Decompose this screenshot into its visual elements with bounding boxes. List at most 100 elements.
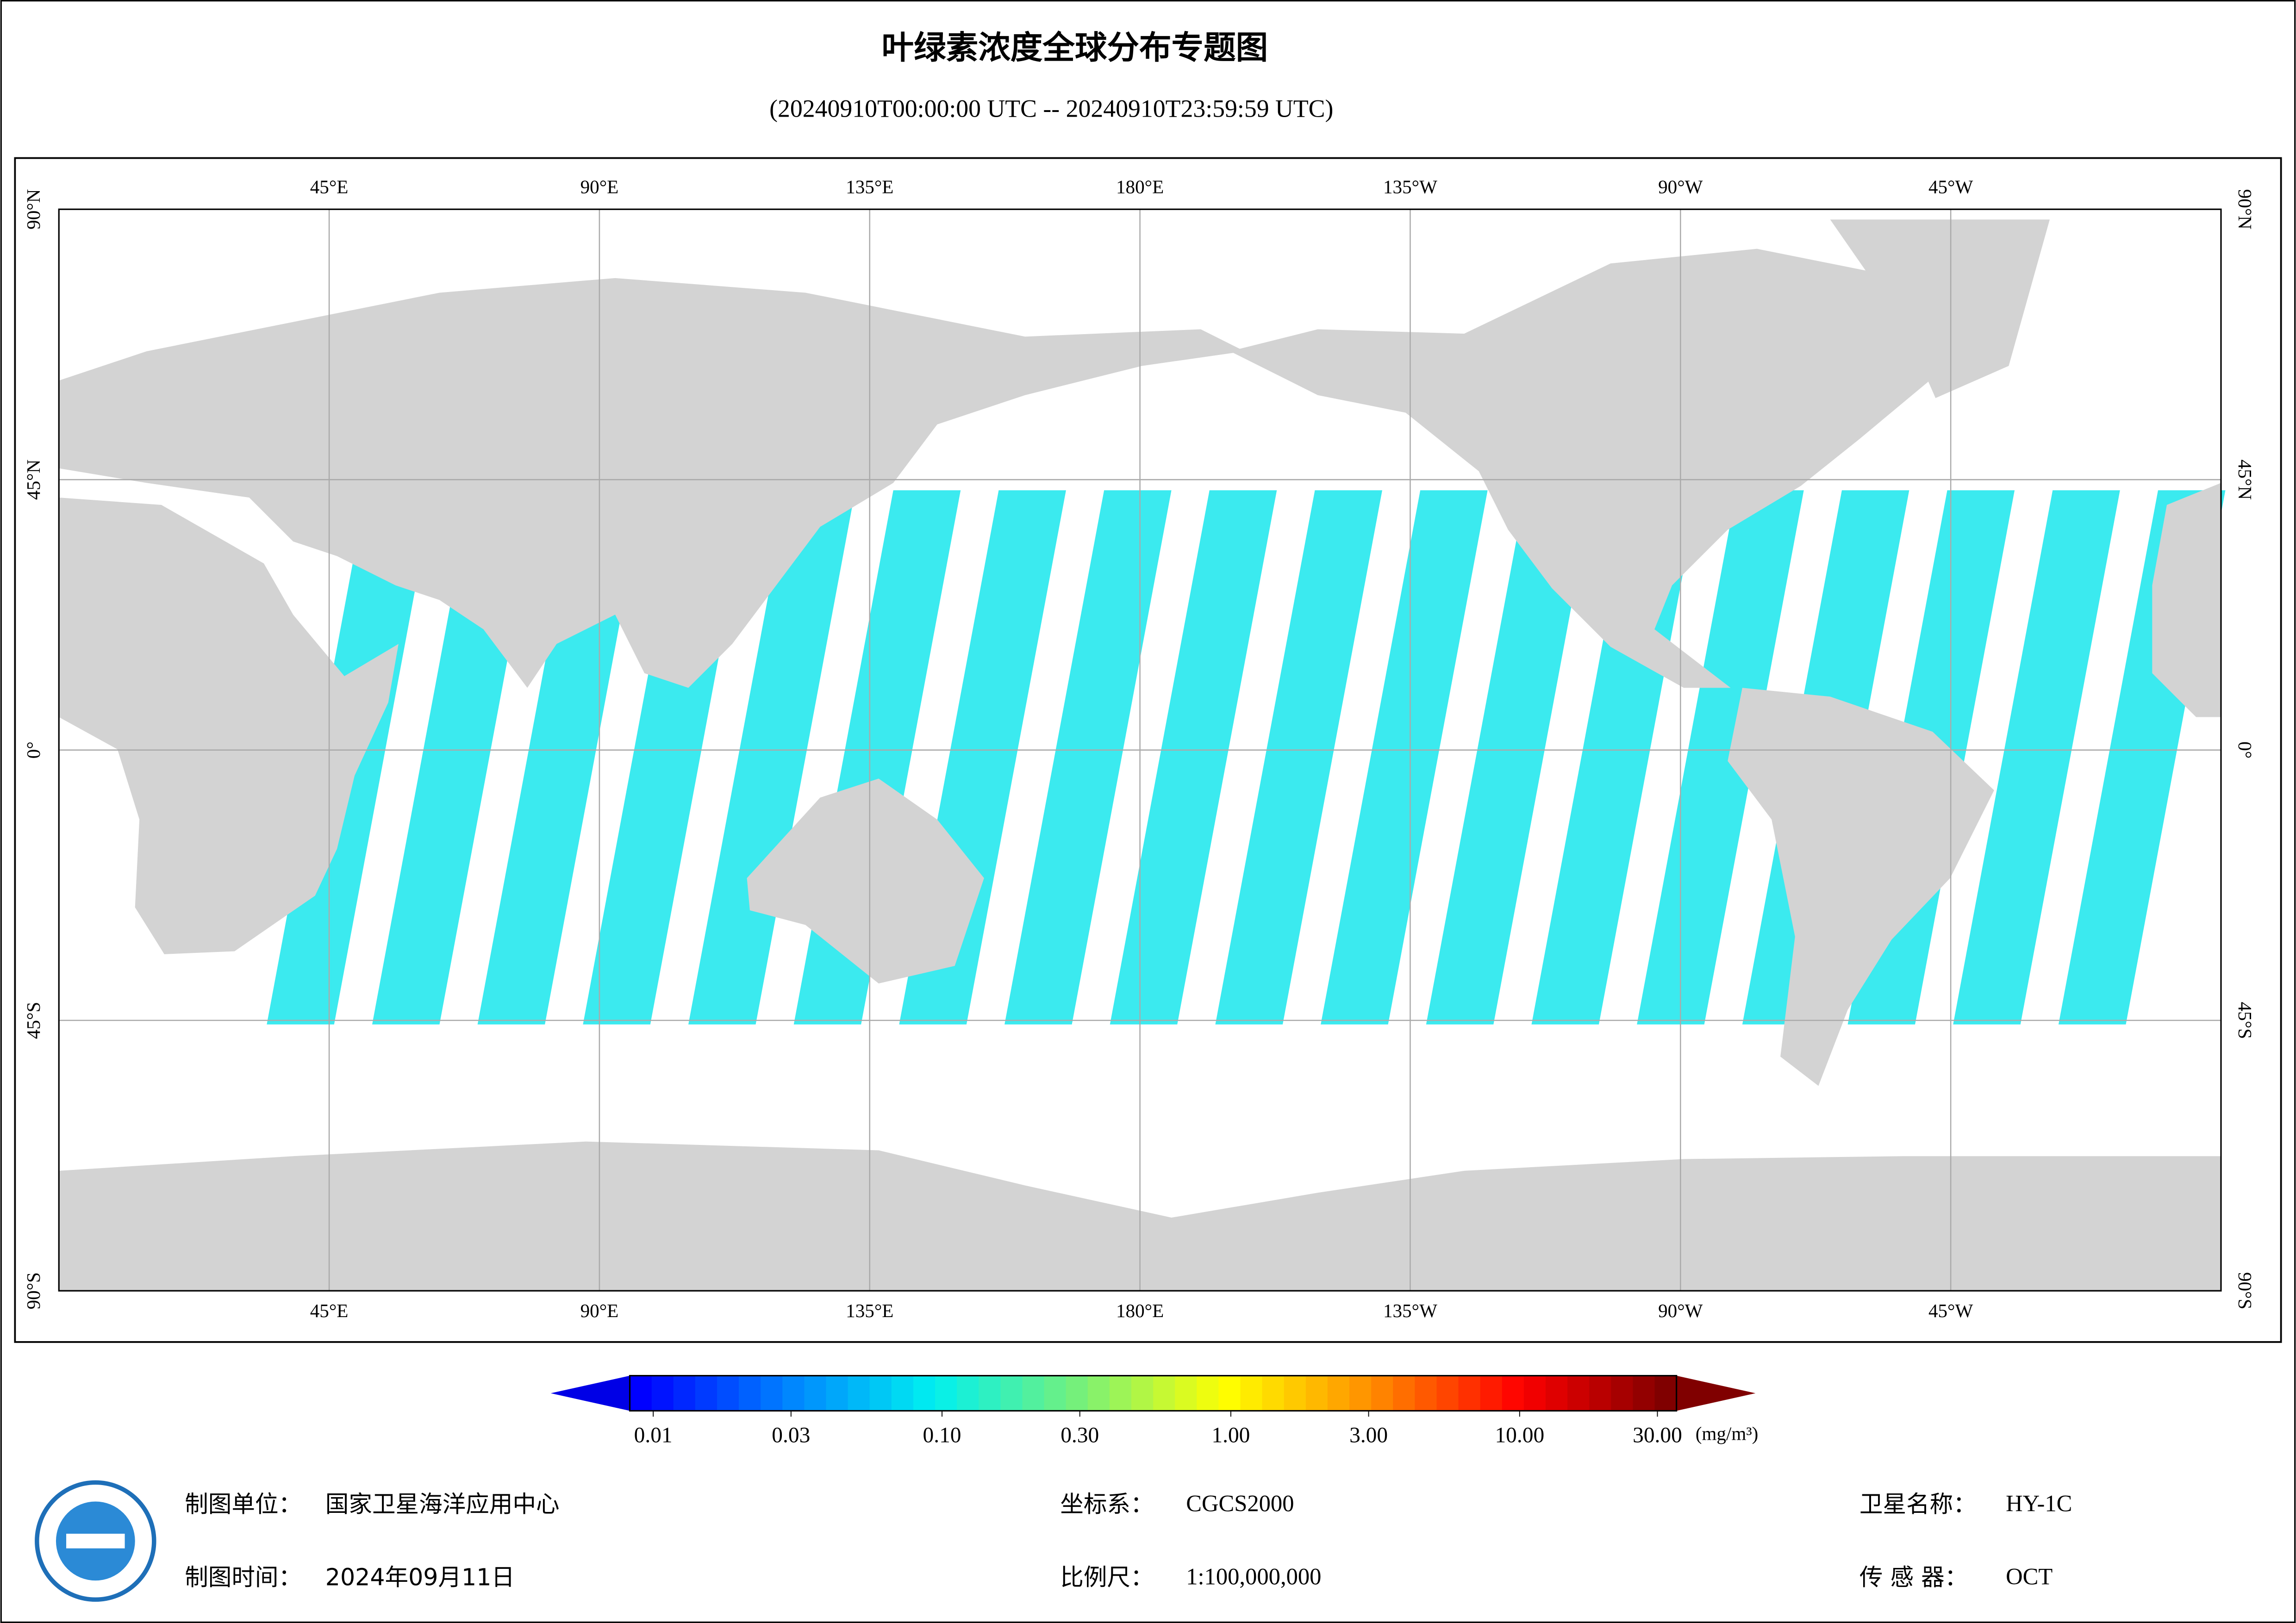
scale: 1:100,000,000 [1186, 1564, 1321, 1590]
africa [59, 497, 399, 954]
lat-label-right: 90°N [2234, 189, 2256, 230]
satellite-label: 卫星名称： [1859, 1491, 1977, 1518]
scale-label: 比例尺： [1060, 1564, 1154, 1591]
colorbar-cell [695, 1375, 718, 1411]
crs: CGCS2000 [1186, 1491, 1294, 1517]
colorbar-tick-label: 10.00 [1495, 1423, 1544, 1447]
colorbar-frame [629, 1374, 1678, 1412]
lon-label-bottom: 135°E [846, 1300, 893, 1321]
lat-label-right: 90°S [2234, 1272, 2256, 1309]
colorbar-cell [848, 1375, 871, 1411]
colorbar-cell [1458, 1375, 1481, 1411]
lon-label-bottom: 45°E [310, 1300, 349, 1321]
lat-label-right: 45°N [2234, 460, 2256, 500]
colorbar-tick-label: 30.00 [1633, 1423, 1682, 1447]
lon-label-bottom: 90°E [580, 1300, 619, 1321]
colorbar-cell [1589, 1375, 1612, 1411]
lat-label-left: 0° [23, 741, 44, 759]
colorbar-cell [1545, 1375, 1568, 1411]
colorbar-cell [1109, 1375, 1132, 1411]
colorbar-cell [1436, 1375, 1460, 1411]
lon-label-bottom: 90°W [1658, 1300, 1703, 1321]
colorbar-cell [761, 1375, 783, 1411]
colorbar-cell [1044, 1375, 1067, 1411]
colorbar-cell [891, 1375, 914, 1411]
colorbar-cell [1000, 1375, 1023, 1411]
colorbar-cell [1197, 1375, 1219, 1411]
lon-label-top: 45°W [1928, 176, 1973, 197]
colorbar-cell [782, 1375, 805, 1411]
lat-label-right: 45°S [2234, 1002, 2256, 1039]
colorbar-cell [957, 1375, 980, 1411]
date: 2024年09月11日 [325, 1564, 515, 1591]
lon-label-top: 135°E [846, 176, 893, 197]
lat-label-left: 45°S [23, 1002, 44, 1039]
colorbar-cell [1262, 1375, 1285, 1411]
satellite: HY-1C [2006, 1491, 2072, 1517]
swath [1637, 490, 1804, 1025]
colorbar-unit: (mg/m³) [1696, 1423, 1759, 1445]
swath [1004, 490, 1172, 1025]
colorbar-cell [1087, 1375, 1111, 1411]
colorbar-low-arrow [550, 1375, 630, 1411]
colorbar-cell [1327, 1375, 1350, 1411]
colorbar-cell [739, 1375, 761, 1411]
colorbar-cell [1022, 1375, 1045, 1411]
colorbar-tick-label: 0.03 [772, 1423, 810, 1447]
colorbar-cell [1523, 1375, 1547, 1411]
colorbar-cell [1218, 1375, 1242, 1411]
colorbar-cell [913, 1375, 936, 1411]
colorbar-cell [1284, 1375, 1307, 1411]
swath [1321, 490, 1488, 1025]
sensor-label: 传 感 器： [1859, 1564, 1968, 1591]
swath [477, 490, 645, 1025]
lon-label-top: 90°E [580, 176, 619, 197]
colorbar-tick-label: 0.01 [634, 1423, 673, 1447]
colorbar-cell [1633, 1375, 1656, 1411]
producer-label: 制图单位： [185, 1491, 302, 1518]
colorbar-cell [1066, 1375, 1089, 1411]
lon-label-top: 90°W [1658, 176, 1703, 197]
colorbar-cell [717, 1375, 740, 1411]
swath [688, 490, 855, 1025]
colorbar: 0.01 0.03 0.10 0.30 1.00 3.00 10.00 30.00 (mg/m³… [550, 1374, 1759, 1447]
lat-label-right: 0° [2234, 741, 2256, 759]
colorbar-cell [826, 1375, 849, 1411]
lon-label-bottom: 180°E [1116, 1300, 1164, 1321]
colorbar-cell [979, 1375, 1001, 1411]
lon-label-top: 180°E [1116, 176, 1164, 197]
australia [747, 778, 984, 984]
colorbar-cell [1502, 1375, 1525, 1411]
logo-satellite [66, 1534, 125, 1548]
south-america [1728, 688, 1994, 1086]
map-frame [14, 157, 2282, 1343]
eurasia [59, 278, 1245, 688]
swath [1953, 490, 2120, 1025]
colorbar-cell [1567, 1375, 1590, 1411]
title: 叶绿素浓度全球分布专题图 [882, 29, 1268, 67]
colorbar-cell [1175, 1375, 1198, 1411]
colorbar-cell [1654, 1375, 1678, 1411]
lon-label-top: 45°E [310, 176, 349, 197]
map-border [58, 208, 2222, 1292]
colorbar-cell [1131, 1375, 1154, 1411]
colorbar-tick-label: 1.00 [1211, 1423, 1250, 1447]
lat-label-left: 90°N [23, 189, 44, 230]
lon-label-bottom: 135°W [1383, 1300, 1437, 1321]
colorbar-cell [804, 1375, 827, 1411]
swath [1215, 490, 1382, 1025]
colorbar-cell [651, 1375, 674, 1411]
colorbar-cell [1349, 1375, 1372, 1411]
lon-label-bottom: 45°W [1928, 1300, 1973, 1321]
colorbar-high-arrow [1676, 1375, 1756, 1411]
colorbar-cell [1240, 1375, 1263, 1411]
colorbar-cell [935, 1375, 958, 1411]
date-label: 制图时间： [185, 1564, 302, 1591]
colorbar-cell [1153, 1375, 1176, 1411]
north-america [1230, 249, 1947, 688]
subtitle: (20240910T00:00:00 UTC -- 20240910T23:59… [769, 95, 1333, 123]
colorbar-tick-label: 0.10 [923, 1423, 961, 1447]
colorbar-cell [673, 1375, 696, 1411]
colorbar-cell [630, 1375, 653, 1411]
